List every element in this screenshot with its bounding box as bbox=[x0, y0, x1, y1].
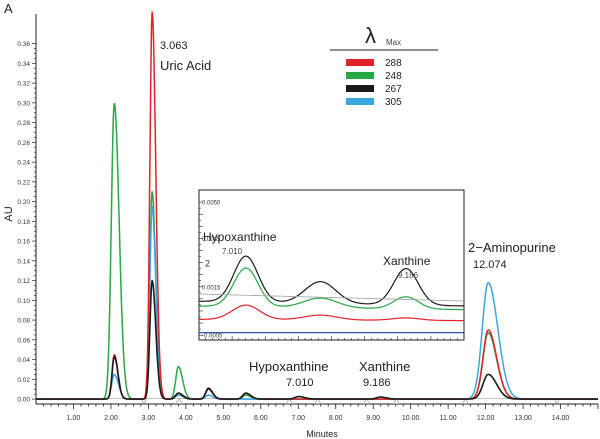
y-tick-label: 0.16 bbox=[17, 239, 30, 246]
y-tick-label: 0.26 bbox=[17, 140, 30, 147]
xanthine-time: 9.186 bbox=[363, 377, 391, 389]
x-axis-ticks: 1.00 2.00 3.00 4.00 5.00 6.00 7.00 8.00 9.00 10.0… bbox=[43, 404, 599, 422]
legend-label-288: 288 bbox=[385, 58, 402, 69]
y-tick-label: 0.34 bbox=[17, 61, 30, 68]
inset-series-lines bbox=[199, 255, 464, 334]
y-tick-label: 0.22 bbox=[17, 179, 30, 186]
aminopurine-time: 12.074 bbox=[473, 259, 507, 271]
x-tick-label: 13.00 bbox=[514, 415, 532, 422]
x-tick-label: 12.00 bbox=[477, 415, 495, 422]
legend-swatch-305 bbox=[346, 98, 374, 105]
x-tick-label: 14.00 bbox=[552, 415, 570, 422]
y-tick-label: 0.36 bbox=[17, 41, 30, 48]
inset-y-tick-label: 0.0035 bbox=[202, 237, 221, 243]
x-tick-label: 2.00 bbox=[104, 415, 118, 422]
integration-marker-triangle bbox=[461, 397, 470, 404]
integration-marker-triangle bbox=[392, 397, 401, 404]
legend-label-267: 267 bbox=[385, 84, 402, 95]
integration-marker-triangle bbox=[285, 397, 293, 404]
panel-label: A bbox=[4, 1, 13, 16]
legend-swatch-288 bbox=[346, 59, 374, 66]
x-tick-label: 9.00 bbox=[366, 415, 380, 422]
x-tick-label: 11.00 bbox=[440, 415, 457, 422]
x-tick-label: 1.00 bbox=[67, 415, 81, 422]
legend-title-max: Max bbox=[386, 38, 401, 47]
inset-y-tick-label: -0.0005 bbox=[202, 334, 223, 340]
x-tick-label: 5.00 bbox=[217, 415, 231, 422]
uric-acid-time: 3.063 bbox=[160, 40, 188, 52]
integration-marker-triangle bbox=[175, 397, 183, 404]
inset-series-line-baseline bbox=[199, 293, 464, 302]
main-series-lines bbox=[35, 11, 599, 400]
legend-label-305: 305 bbox=[385, 97, 402, 108]
aminopurine-label: 2−Aminopurine bbox=[468, 240, 556, 255]
x-tick-label: 3.00 bbox=[142, 415, 156, 422]
x-tick-label: 7.00 bbox=[291, 415, 305, 422]
main-axes bbox=[35, 14, 598, 405]
inset-xanthine-label: Xanthine bbox=[383, 254, 431, 268]
integration-marker-triangle bbox=[314, 397, 322, 404]
x-axis-label: Minutes bbox=[306, 429, 338, 439]
legend-label-248: 248 bbox=[385, 71, 402, 82]
y-tick-label: 0.14 bbox=[17, 258, 30, 265]
y-tick-label: 0.24 bbox=[17, 160, 30, 167]
legend-items: 288 248 267 305 bbox=[346, 58, 402, 108]
y-tick-label: 0.30 bbox=[17, 100, 30, 107]
y-tick-label: 0.10 bbox=[17, 298, 30, 305]
y-tick-label: 0.28 bbox=[17, 120, 30, 127]
inset-series-line-288 bbox=[199, 304, 464, 322]
y-tick-label: 0.32 bbox=[17, 81, 30, 88]
legend: λ Max 288 248 267 305 bbox=[330, 23, 438, 108]
y-tick-label: 0.18 bbox=[17, 219, 30, 226]
inset-hypoxanthine-label: Hypoxanthine bbox=[203, 230, 277, 244]
y-tick-label: 0.08 bbox=[17, 318, 30, 325]
inset-series-line-267 bbox=[199, 255, 464, 307]
uric-acid-label: Uric Acid bbox=[160, 58, 211, 73]
hypoxanthine-time: 7.010 bbox=[286, 377, 314, 389]
y-tick-label: 0.00 bbox=[17, 397, 30, 404]
inset-hypoxanthine-time: 7.010 bbox=[222, 247, 243, 256]
inset-series-line-248 bbox=[199, 267, 464, 311]
series-line-267 bbox=[35, 279, 599, 400]
x-tick-label: 8.00 bbox=[329, 415, 343, 422]
inset-xanthine-time: 9.186 bbox=[398, 271, 419, 280]
y-tick-label: 0.04 bbox=[17, 357, 30, 364]
legend-swatch-248 bbox=[346, 72, 374, 79]
inset-y-tick-label: 0.0050 bbox=[202, 201, 221, 207]
x-tick-label: 6.00 bbox=[254, 415, 268, 422]
inset-frame bbox=[198, 189, 465, 341]
xanthine-label: Xanthine bbox=[359, 359, 410, 374]
y-tick-label: 0.06 bbox=[17, 337, 30, 344]
legend-title-lambda: λ bbox=[365, 23, 376, 48]
legend-swatch-267 bbox=[346, 85, 374, 92]
x-tick-label: 10.00 bbox=[402, 415, 420, 422]
y-axis-ticks: 0.00 0.02 0.04 0.06 0.08 0.10 0.12 0.14 0.16 0.18… bbox=[17, 41, 36, 404]
y-tick-label: 0.02 bbox=[17, 377, 30, 384]
y-tick-label: 0.12 bbox=[17, 278, 30, 285]
inset-y-tick-label: 0.0015 bbox=[202, 285, 221, 291]
inset-y-ticks: -0.0005 0.0015 2 0.0035 0.0050 bbox=[198, 201, 465, 340]
hypoxanthine-label: Hypoxanthine bbox=[249, 359, 329, 374]
y-tick-label: 0.20 bbox=[17, 199, 30, 206]
x-tick-label: 4.00 bbox=[179, 415, 193, 422]
inset-y-tick-label: 2 bbox=[205, 259, 210, 269]
y-axis-label: AU bbox=[3, 206, 15, 221]
integration-marker-triangle bbox=[362, 397, 371, 404]
